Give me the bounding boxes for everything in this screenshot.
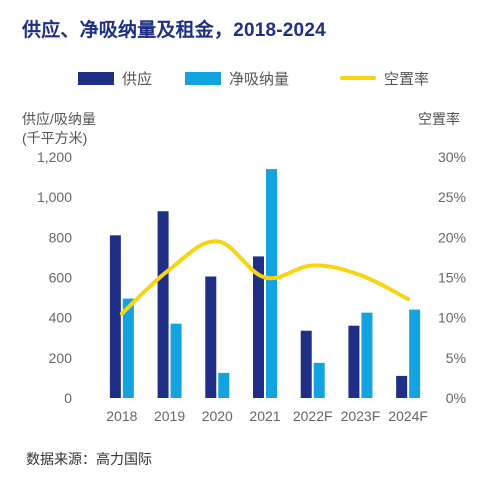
- vacancy-rate-line: [119, 239, 411, 316]
- y-right-axis-title: 空置率: [418, 111, 460, 127]
- bar-supply-2020: [205, 276, 217, 398]
- y-left-axis-title-line1: 供应/吸纳量: [22, 111, 96, 127]
- y-left-tick-400: 400: [49, 310, 73, 326]
- bar-absorption-2020: [218, 372, 230, 398]
- bar-absorption-2019: [170, 323, 182, 398]
- y-right-tick-20%: 20%: [438, 229, 466, 245]
- x-tick-2018: 2018: [106, 408, 137, 424]
- y-left-tick-1,200: 1,200: [37, 149, 72, 165]
- x-tick-2022F: 2022F: [293, 408, 333, 424]
- y-left-tick-labels: 0 200 400 600 800 1,000 1,200: [37, 149, 72, 406]
- legend-item-supply: 供应: [78, 68, 152, 88]
- y-left-tick-0: 0: [64, 390, 72, 406]
- y-left-tick-200: 200: [49, 350, 73, 366]
- legend-label-vacancy: 空置率: [384, 70, 430, 88]
- chart-title: 供应、净吸纳量及租金，2018-2024: [22, 20, 326, 41]
- y-left-axis-title: 供应/吸纳量 (千平方米): [22, 110, 96, 148]
- vacancy-line-layer: [119, 239, 411, 316]
- x-tick-labels: 2018 2019 2020 2021 2022F 2023F 2024F: [106, 408, 428, 424]
- y-right-tick-0%: 0%: [446, 390, 466, 406]
- legend-swatch-vacancy: [340, 76, 376, 80]
- bar-supply-2022F: [300, 330, 312, 398]
- legend-swatch-supply: [78, 71, 114, 85]
- y-right-tick-labels: 0% 5% 10% 15% 20% 25% 30%: [438, 149, 466, 406]
- y-left-axis-title-line2: (千平方米): [22, 130, 88, 146]
- bar-absorption-2021: [266, 169, 277, 398]
- bar-absorption-2018: [122, 298, 134, 398]
- y-right-tick-5%: 5%: [446, 350, 466, 366]
- bar-supply-2021: [253, 256, 264, 398]
- legend-label-absorption: 净吸纳量: [229, 70, 290, 88]
- legend-item-vacancy: 空置率: [340, 68, 429, 88]
- bar-absorption-2024F: [409, 309, 421, 398]
- bar-supply-2018: [109, 235, 121, 398]
- bar-supply-2023F: [348, 325, 360, 398]
- x-tick-2020: 2020: [202, 408, 233, 424]
- legend-label-supply: 供应: [122, 70, 153, 88]
- y-left-tick-800: 800: [49, 229, 73, 245]
- bar-absorption-2023F: [361, 312, 373, 398]
- legend-swatch-absorption: [185, 71, 221, 85]
- chart-legend: 供应 净吸纳量 空置率: [78, 68, 478, 88]
- x-tick-2019: 2019: [154, 408, 185, 424]
- y-right-tick-15%: 15%: [438, 270, 466, 286]
- bar-supply-2024F: [396, 375, 408, 398]
- y-left-tick-600: 600: [49, 270, 73, 286]
- bar-supply-2019: [157, 211, 169, 398]
- data-source-note: 数据来源：高力国际: [26, 451, 152, 467]
- y-right-tick-30%: 30%: [438, 149, 466, 165]
- x-tick-2023F: 2023F: [341, 408, 381, 424]
- x-tick-2021: 2021: [249, 408, 280, 424]
- y-right-tick-10%: 10%: [438, 310, 466, 326]
- legend-item-absorption: 净吸纳量: [185, 68, 289, 88]
- y-right-tick-25%: 25%: [438, 189, 466, 205]
- y-left-tick-1,000: 1,000: [37, 189, 72, 205]
- bar-absorption-2022F: [313, 362, 325, 398]
- x-tick-2024F: 2024F: [388, 408, 428, 424]
- bars-layer: [109, 169, 421, 398]
